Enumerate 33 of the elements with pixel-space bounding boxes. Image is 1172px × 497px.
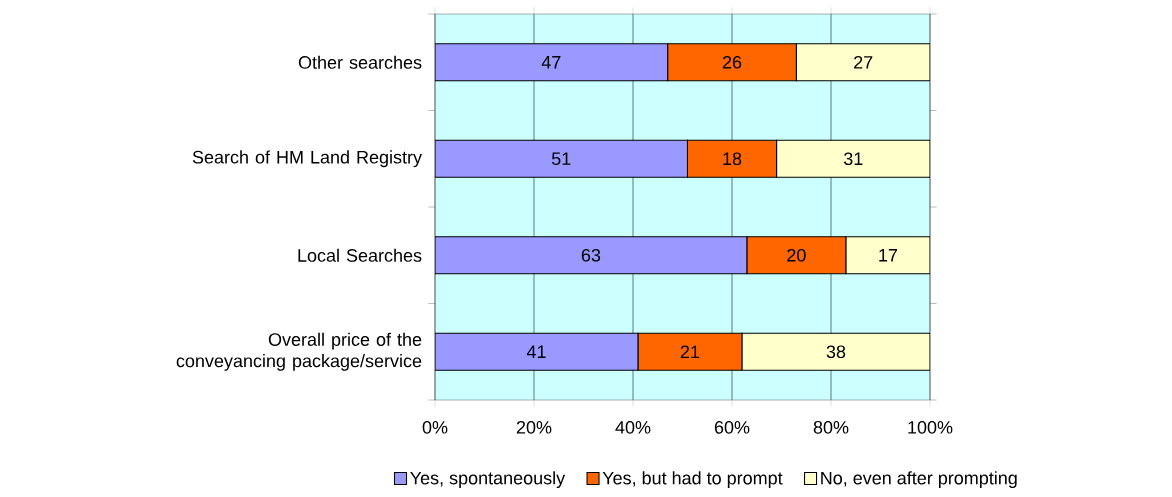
data-label: 47 [541,56,561,69]
bar [435,43,669,82]
legend-label: Yes, but had to prompt [602,471,783,489]
data-label: 21 [680,345,700,359]
bar [435,332,639,371]
data-label: 31 [843,152,863,166]
y-tick-label: Other searches [298,55,422,69]
data-label: 26 [722,55,742,69]
y-tick-label: Search of HM Land Registry [192,150,422,168]
y-tick-label: Overall price of the conveyancing package/service [176,332,422,371]
x-tick-label: 20% [516,420,552,434]
bar [435,236,748,275]
bar [845,236,930,275]
data-label: 41 [526,345,546,358]
y-tick-label: Local Searches [298,248,422,262]
legend-label: No, even after prompting [821,471,1017,489]
data-label: 18 [723,152,742,166]
x-tick-label: 60% [714,420,750,434]
bar [741,332,930,371]
data-label: 51 [551,152,571,166]
data-label: 27 [854,55,873,69]
data-label: 20 [787,248,806,262]
legend-label: Yes, spontaneously [410,471,566,489]
x-tick-label: 40% [615,420,651,434]
data-label: 63 [581,248,601,262]
x-tick-label: 0% [422,420,448,434]
bar [435,139,688,178]
bar [795,43,930,82]
x-tick-label: 80% [813,420,849,434]
data-label: 17 [879,249,898,262]
x-tick-label: 100% [908,420,953,434]
data-label: 38 [826,345,846,359]
bar [776,139,930,178]
